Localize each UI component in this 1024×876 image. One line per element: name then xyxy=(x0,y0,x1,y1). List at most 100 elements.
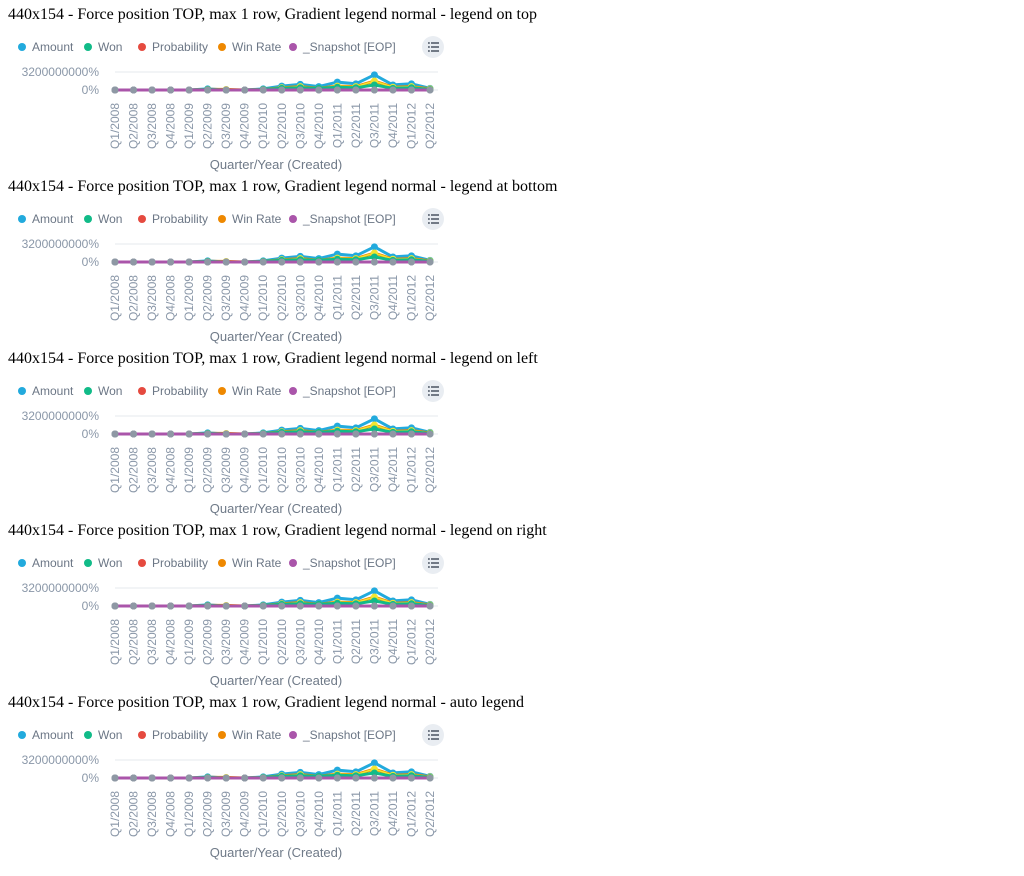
legend-item-win-rate[interactable]: Win Rate xyxy=(218,556,282,570)
data-point[interactable] xyxy=(333,602,341,610)
data-point[interactable] xyxy=(259,774,267,782)
data-point[interactable] xyxy=(296,774,304,782)
data-point[interactable] xyxy=(278,602,286,610)
data-point[interactable] xyxy=(407,430,415,438)
data-point[interactable] xyxy=(167,430,175,438)
data-point[interactable] xyxy=(333,86,341,94)
data-point[interactable] xyxy=(130,86,138,94)
legend-item-amount[interactable]: Amount xyxy=(18,212,74,226)
data-point[interactable] xyxy=(278,430,286,438)
data-point[interactable] xyxy=(352,774,360,782)
legend-item-win-rate[interactable]: Win Rate xyxy=(218,728,282,742)
data-point[interactable] xyxy=(370,602,378,610)
data-point[interactable] xyxy=(370,587,378,595)
data-point[interactable] xyxy=(148,86,156,94)
data-point[interactable] xyxy=(167,86,175,94)
data-point[interactable] xyxy=(259,86,267,94)
data-point[interactable] xyxy=(315,774,323,782)
data-point[interactable] xyxy=(130,258,138,266)
data-point[interactable] xyxy=(222,86,230,94)
data-point[interactable] xyxy=(148,258,156,266)
legend-item-probability[interactable]: Probability xyxy=(138,384,208,398)
data-point[interactable] xyxy=(333,774,341,782)
legend-item-probability[interactable]: Probability xyxy=(138,212,208,226)
data-point[interactable] xyxy=(370,774,378,782)
data-point[interactable] xyxy=(278,774,286,782)
data-point[interactable] xyxy=(185,602,193,610)
data-point[interactable] xyxy=(426,430,434,438)
data-point[interactable] xyxy=(148,430,156,438)
data-point[interactable] xyxy=(407,774,415,782)
data-point[interactable] xyxy=(370,430,378,438)
data-point[interactable] xyxy=(148,602,156,610)
legend-toggle-button[interactable] xyxy=(422,552,444,574)
legend-item-amount[interactable]: Amount xyxy=(18,728,74,742)
data-point[interactable] xyxy=(389,774,397,782)
data-point[interactable] xyxy=(370,415,378,423)
data-point[interactable] xyxy=(148,774,156,782)
data-point[interactable] xyxy=(111,430,119,438)
data-point[interactable] xyxy=(222,430,230,438)
legend-item-snapshot-eop[interactable]: _Snapshot [EOP] xyxy=(289,212,396,226)
data-point[interactable] xyxy=(185,86,193,94)
data-point[interactable] xyxy=(333,258,341,266)
data-point[interactable] xyxy=(241,258,249,266)
data-point[interactable] xyxy=(426,774,434,782)
data-point[interactable] xyxy=(352,602,360,610)
data-point[interactable] xyxy=(259,602,267,610)
data-point[interactable] xyxy=(296,430,304,438)
data-point[interactable] xyxy=(352,86,360,94)
data-point[interactable] xyxy=(241,774,249,782)
data-point[interactable] xyxy=(204,86,212,94)
legend-item-won[interactable]: Won xyxy=(84,728,122,742)
data-point[interactable] xyxy=(259,258,267,266)
data-point[interactable] xyxy=(315,430,323,438)
data-point[interactable] xyxy=(296,258,304,266)
data-point[interactable] xyxy=(370,759,378,767)
data-point[interactable] xyxy=(352,258,360,266)
data-point[interactable] xyxy=(111,86,119,94)
data-point[interactable] xyxy=(370,258,378,266)
data-point[interactable] xyxy=(407,86,415,94)
data-point[interactable] xyxy=(185,430,193,438)
data-point[interactable] xyxy=(130,774,138,782)
data-point[interactable] xyxy=(259,430,267,438)
data-point[interactable] xyxy=(333,430,341,438)
legend-toggle-button[interactable] xyxy=(422,380,444,402)
data-point[interactable] xyxy=(389,258,397,266)
data-point[interactable] xyxy=(241,430,249,438)
data-point[interactable] xyxy=(370,86,378,94)
data-point[interactable] xyxy=(130,430,138,438)
data-point[interactable] xyxy=(352,430,360,438)
data-point[interactable] xyxy=(278,258,286,266)
legend-item-won[interactable]: Won xyxy=(84,212,122,226)
data-point[interactable] xyxy=(222,602,230,610)
legend-item-probability[interactable]: Probability xyxy=(138,40,208,54)
data-point[interactable] xyxy=(167,774,175,782)
data-point[interactable] xyxy=(185,258,193,266)
data-point[interactable] xyxy=(296,602,304,610)
data-point[interactable] xyxy=(389,430,397,438)
data-point[interactable] xyxy=(111,258,119,266)
data-point[interactable] xyxy=(370,71,378,79)
legend-toggle-button[interactable] xyxy=(422,724,444,746)
legend-item-won[interactable]: Won xyxy=(84,40,122,54)
data-point[interactable] xyxy=(204,774,212,782)
data-point[interactable] xyxy=(407,602,415,610)
data-point[interactable] xyxy=(222,774,230,782)
data-point[interactable] xyxy=(167,258,175,266)
data-point[interactable] xyxy=(296,86,304,94)
data-point[interactable] xyxy=(426,602,434,610)
legend-item-win-rate[interactable]: Win Rate xyxy=(218,212,282,226)
data-point[interactable] xyxy=(130,602,138,610)
data-point[interactable] xyxy=(407,258,415,266)
data-point[interactable] xyxy=(204,258,212,266)
legend-item-snapshot-eop[interactable]: _Snapshot [EOP] xyxy=(289,556,396,570)
data-point[interactable] xyxy=(370,597,378,605)
legend-item-probability[interactable]: Probability xyxy=(138,556,208,570)
data-point[interactable] xyxy=(278,86,286,94)
legend-item-amount[interactable]: Amount xyxy=(18,40,74,54)
legend-item-snapshot-eop[interactable]: _Snapshot [EOP] xyxy=(289,384,396,398)
data-point[interactable] xyxy=(370,243,378,251)
legend-item-won[interactable]: Won xyxy=(84,384,122,398)
